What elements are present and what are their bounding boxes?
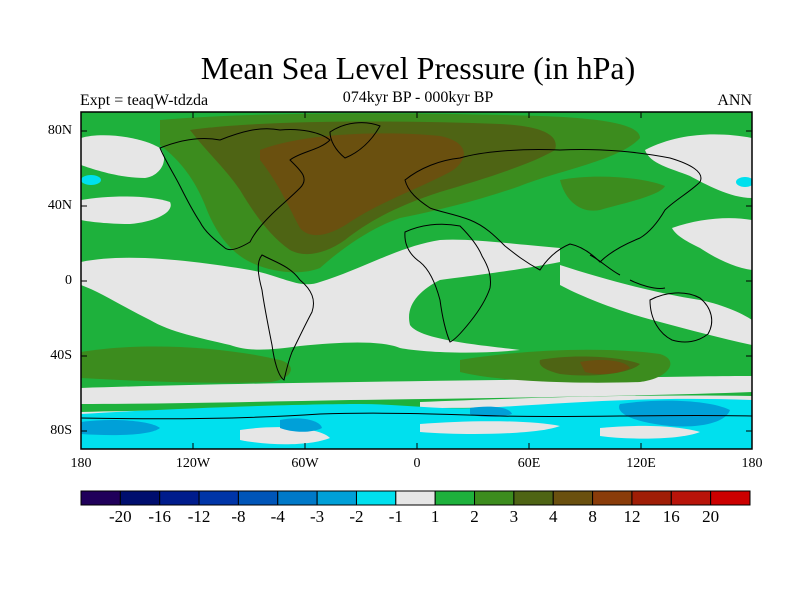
axis-ticks: [81, 112, 752, 449]
colorbar-label: 20: [702, 507, 720, 526]
colorbar-swatch: [592, 490, 633, 506]
colorbar-label: 3: [509, 507, 519, 526]
colorbar-swatch: [237, 490, 279, 506]
lon-label-0: 0: [413, 456, 421, 471]
colorbar-swatch: [513, 490, 554, 506]
colorbar-label: -12: [187, 507, 211, 526]
colorbar-label: 16: [662, 507, 680, 526]
season-label: ANN: [717, 92, 752, 109]
lat-label-40n: 40N: [47, 198, 72, 213]
lon-label-60w: 60W: [291, 456, 319, 471]
colorbar: [80, 490, 751, 506]
lat-label-0: 0: [65, 273, 72, 288]
colorbar-swatch: [434, 490, 476, 506]
colorbar-label: -1: [388, 507, 403, 526]
colorbar-swatch: [119, 490, 161, 506]
colorbar-swatch: [159, 490, 200, 506]
colorbar-label: -8: [231, 507, 246, 526]
colorbar-label: -3: [310, 507, 325, 526]
colorbar-swatch: [198, 490, 239, 506]
positive-8: [260, 133, 630, 375]
map-subtitle: 074kyr BP - 000kyr BP: [342, 89, 494, 106]
experiment-label: Expt = teaqW-tdzda: [80, 92, 209, 109]
lon-label-60e: 60E: [517, 456, 541, 471]
colorbar-swatch: [80, 490, 121, 506]
lon-label-180e: 180: [741, 456, 763, 471]
map-title: Mean Sea Level Pressure (in hPa): [200, 50, 636, 86]
lat-label-80s: 80S: [50, 423, 72, 438]
colorbar-label: -4: [270, 507, 285, 526]
lat-label-40s: 40S: [50, 348, 72, 363]
colorbar-label: 2: [470, 507, 479, 526]
colorbar-label: -2: [349, 507, 364, 526]
colorbar-label: -16: [148, 507, 172, 526]
colorbar-swatch: [710, 490, 751, 506]
near-zero-regions: [81, 134, 752, 420]
colorbar-label: -20: [109, 507, 132, 526]
colorbar-label: 1: [430, 507, 440, 526]
colorbar-label: 8: [588, 507, 597, 526]
colorbar-swatch: [395, 490, 436, 506]
colorbar-swatch: [474, 490, 515, 506]
lon-label-120w: 120W: [175, 456, 211, 471]
colorbar-label: 12: [623, 507, 641, 526]
colorbar-swatch: [670, 490, 712, 506]
colorbar-swatch: [552, 490, 594, 506]
lat-label-80n: 80N: [47, 123, 72, 138]
map-field: [81, 112, 752, 449]
colorbar-label: 4: [548, 507, 558, 526]
colorbar-swatch: [631, 490, 672, 506]
strong-negative-patches: [81, 400, 730, 436]
lon-label-180w: 180: [70, 456, 92, 471]
colorbar-swatch: [316, 490, 357, 506]
lon-label-120e: 120E: [626, 456, 656, 471]
colorbar-swatch: [355, 490, 397, 506]
colorbar-swatch: [277, 490, 318, 506]
coastlines: [81, 122, 752, 420]
